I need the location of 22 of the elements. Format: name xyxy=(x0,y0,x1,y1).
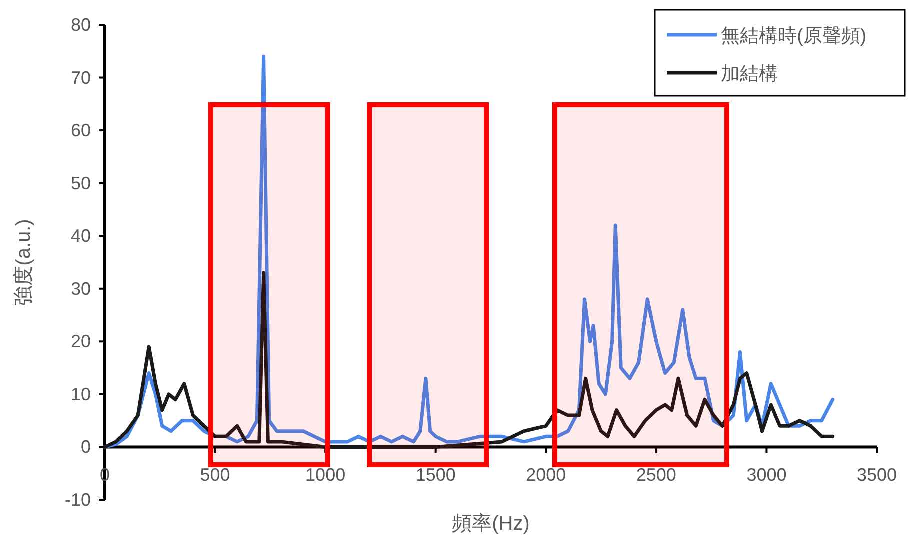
y-tick-label: -10 xyxy=(64,490,91,510)
y-tick-label: 60 xyxy=(70,120,91,141)
y-tick-label: 20 xyxy=(70,332,91,352)
y-tick-label: 70 xyxy=(70,68,91,88)
y-tick-label: 50 xyxy=(70,173,91,194)
y-tick-label: 30 xyxy=(70,278,91,299)
y-tick-label: 40 xyxy=(70,226,91,246)
x-tick-label: 2000 xyxy=(526,465,566,486)
y-tick-label: 80 xyxy=(70,15,91,35)
x-tick-label: 2500 xyxy=(636,465,676,486)
y-tick-label: 0 xyxy=(80,437,91,458)
legend-label: 無結構時(原聲頻) xyxy=(721,26,867,47)
x-tick-label: 3000 xyxy=(746,465,787,486)
y-tick-label: 10 xyxy=(70,384,91,404)
y-axis-title: 強度(a.u.) xyxy=(13,219,35,306)
x-tick-label: 1000 xyxy=(306,465,346,486)
legend-label: 加結構 xyxy=(721,64,778,85)
x-axis-title: 頻率(Hz) xyxy=(452,513,530,535)
x-tick-label: 500 xyxy=(200,465,230,486)
x-tick-label: 3500 xyxy=(856,465,898,486)
line-series xyxy=(103,271,835,449)
x-tick-label: 1500 xyxy=(416,465,456,486)
